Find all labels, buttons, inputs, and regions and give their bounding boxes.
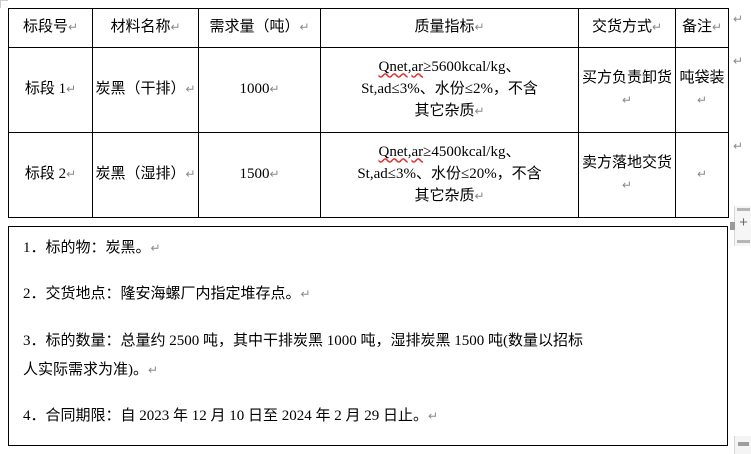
pilcrow-icon: ↵ xyxy=(474,20,485,35)
term-text-continuation: 人实际需求为准)。 xyxy=(23,361,148,378)
pilcrow-icon: ↵ xyxy=(148,362,159,377)
term-item-2: 2．交货地点：隆安海螺厂内指定堆存点。↵ xyxy=(23,283,713,306)
vertical-scrollbar[interactable] xyxy=(734,436,751,454)
cell-value-quantity: 1500 xyxy=(239,166,270,183)
table-header-material: 材料名称↵ xyxy=(92,8,199,48)
pilcrow-icon: ↵ xyxy=(733,54,744,68)
cell-value-material: 炭黑（湿排） xyxy=(95,166,186,183)
cell-quality: Qnet,ar≥5600kcal/kg、 St,ad≤3%、水份≤2%，不含 其… xyxy=(320,47,579,133)
term-item-4: 4．合同期限：自 2023 年 12 月 10 日至 2024 年 2 月 29… xyxy=(23,405,713,428)
term-item-1: 1．标的物：炭黑。↵ xyxy=(23,237,713,260)
zoom-slider-control[interactable]: + xyxy=(734,206,751,246)
quality-term-ar: ar xyxy=(411,144,424,161)
table-header-quantity: 需求量（吨）↵ xyxy=(198,8,321,48)
term-text: 4．合同期限：自 2023 年 12 月 10 日至 2024 年 2 月 29… xyxy=(23,408,429,424)
cell-value-material: 炭黑（干排） xyxy=(95,81,186,98)
table-header-remark: 备注↵ xyxy=(675,8,729,48)
zoom-in-icon[interactable]: + xyxy=(739,214,748,231)
pilcrow-icon: ↵ xyxy=(66,167,77,182)
cell-quality: Qnet,ar≥4500kcal/kg、 St,ad≤3%、水份≤20%，不含 … xyxy=(320,132,579,218)
cell-value-lot: 标段 2 xyxy=(24,166,67,183)
pilcrow-icon: ↵ xyxy=(733,12,744,26)
cell-quantity: 1500↵ xyxy=(198,132,321,218)
cell-lot: 标段 1↵ xyxy=(8,47,93,133)
pilcrow-icon: ↵ xyxy=(67,20,79,35)
header-label-quality: 质量指标 xyxy=(414,19,475,36)
pilcrow-icon: ↵ xyxy=(474,103,485,118)
scrollbar-thumb[interactable] xyxy=(738,442,749,446)
table-header-lot: 标段号↵ xyxy=(8,8,93,48)
pilcrow-icon: ↵ xyxy=(269,167,280,182)
cell-value-remark: 吨袋装 xyxy=(679,70,725,87)
header-label-delivery: 交货方式 xyxy=(591,19,652,36)
pilcrow-icon: ↵ xyxy=(185,167,196,182)
quality-term-ar: ar xyxy=(411,59,424,76)
table-header-row: 标段号↵ 材料名称↵ 需求量（吨）↵ 质量指标↵ 交货方式↵ 备注↵ xyxy=(8,8,729,48)
pilcrow-icon: ↵ xyxy=(300,287,311,302)
quality-line3: 其它杂质 xyxy=(414,187,475,204)
header-label-lot: 标段号 xyxy=(22,19,68,36)
material-spec-table: 标段号↵ 材料名称↵ 需求量（吨）↵ 质量指标↵ 交货方式↵ 备注↵ 标段 1↵… xyxy=(8,8,729,218)
pilcrow-icon: ↵ xyxy=(711,20,723,35)
pilcrow-icon: ↵ xyxy=(621,93,633,107)
pilcrow-icon: ↵ xyxy=(428,409,439,423)
pilcrow-icon: ↵ xyxy=(474,188,485,203)
term-text: 1．标的物：炭黑。 xyxy=(23,240,151,256)
cell-value-delivery: 卖方落地交货 xyxy=(581,155,672,172)
pilcrow-icon: ↵ xyxy=(150,241,161,255)
pilcrow-icon: ↵ xyxy=(733,139,744,153)
quality-term-qnet: Qnet xyxy=(378,59,408,76)
term-item-3: 3．标的数量：总量约 2500 吨，其中干排炭黑 1000 吨，湿排炭黑 150… xyxy=(23,330,713,353)
page-corner-mark xyxy=(0,0,8,8)
cell-remark: 吨袋装 ↵ xyxy=(675,47,729,133)
zoom-track-top xyxy=(737,208,750,211)
pilcrow-icon: ↵ xyxy=(696,167,708,182)
cell-value-delivery: 买方负责卸货 xyxy=(581,70,672,87)
quality-line2: St,ad≤3%、水份≤20%，不含 xyxy=(357,166,542,183)
cell-material: 炭黑（干排）↵ xyxy=(92,47,199,133)
cell-delivery: 买方负责卸货 ↵ xyxy=(578,47,676,133)
quality-line1-rest: ≥5600kcal/kg、 xyxy=(423,59,521,76)
pilcrow-icon: ↵ xyxy=(696,93,708,107)
header-label-remark: 备注 xyxy=(681,19,712,36)
pilcrow-icon: ↵ xyxy=(269,82,280,97)
cell-value-lot: 标段 1 xyxy=(24,81,67,98)
zoom-track-bottom xyxy=(737,240,750,243)
term-item-3-continuation: 人实际需求为准)。↵ xyxy=(23,359,713,382)
table-row: 标段 1↵ 炭黑（干排）↵ 1000↵ Qnet,ar≥5600kcal/kg、… xyxy=(8,47,729,133)
table-row: 标段 2↵ 炭黑（湿排）↵ 1500↵ Qnet,ar≥4500kcal/kg、… xyxy=(8,132,729,218)
cell-lot: 标段 2↵ xyxy=(8,132,93,218)
term-text: 2．交货地点：隆安海螺厂内指定堆存点。 xyxy=(23,286,301,303)
header-label-quantity: 需求量（吨） xyxy=(209,19,300,36)
table-header-delivery: 交货方式↵ xyxy=(578,8,676,48)
zoom-slider-handle[interactable] xyxy=(730,222,735,230)
quality-line3: 其它杂质 xyxy=(414,102,475,119)
pilcrow-icon: ↵ xyxy=(621,178,633,192)
quality-line1-rest: ≥4500kcal/kg、 xyxy=(423,144,521,161)
cell-material: 炭黑（湿排）↵ xyxy=(92,132,199,218)
pilcrow-icon: ↵ xyxy=(299,20,310,35)
cell-delivery: 卖方落地交货 ↵ xyxy=(578,132,676,218)
pilcrow-icon: ↵ xyxy=(185,82,196,97)
quality-comma: , xyxy=(407,59,412,76)
header-label-material: 材料名称 xyxy=(110,19,171,36)
contract-terms-block: 1．标的物：炭黑。↵ 2．交货地点：隆安海螺厂内指定堆存点。↵ 3．标的数量：总… xyxy=(8,226,728,446)
cell-value-quantity: 1000 xyxy=(239,81,270,98)
term-text: 3．标的数量：总量约 2500 吨，其中干排炭黑 1000 吨，湿排炭黑 150… xyxy=(23,332,583,349)
pilcrow-icon: ↵ xyxy=(170,20,181,35)
table-header-quality: 质量指标↵ xyxy=(320,8,579,48)
quality-comma: , xyxy=(407,144,412,161)
cell-remark: ↵ xyxy=(675,132,729,218)
pilcrow-icon: ↵ xyxy=(66,82,77,97)
pilcrow-icon: ↵ xyxy=(651,20,663,35)
quality-line2: St,ad≤3%、水份≤2%，不含 xyxy=(361,81,538,98)
cell-quantity: 1000↵ xyxy=(198,47,321,133)
quality-term-qnet: Qnet xyxy=(378,144,408,161)
